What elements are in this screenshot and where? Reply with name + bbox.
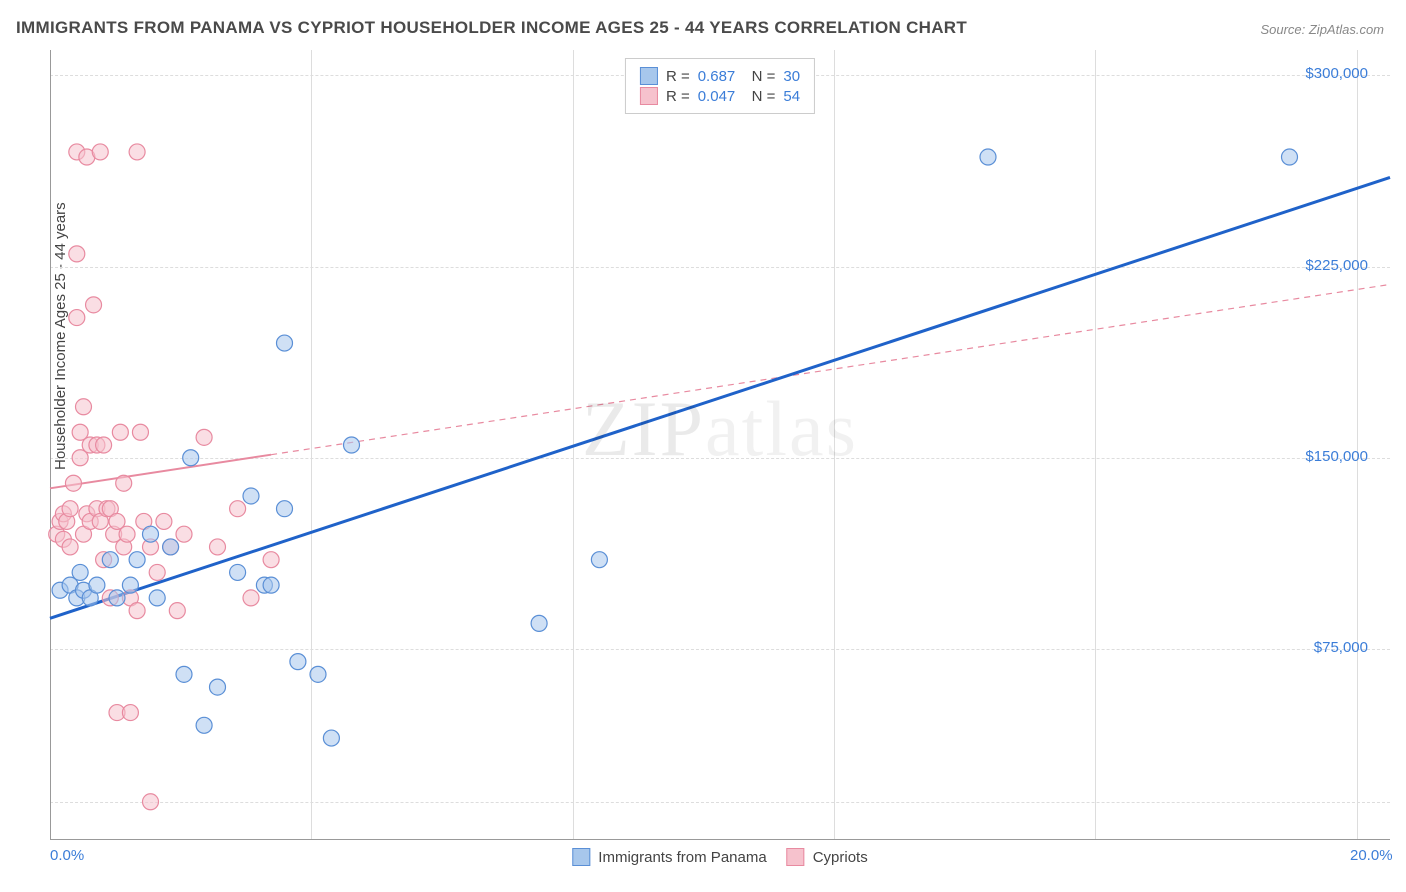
legend-row-1: R = 0.687 N = 30 bbox=[640, 67, 800, 85]
legend-r-label-2: R = bbox=[666, 88, 690, 105]
legend-n-label-1: N = bbox=[743, 68, 775, 85]
chart-title: IMMIGRANTS FROM PANAMA VS CYPRIOT HOUSEH… bbox=[16, 18, 967, 38]
series-swatch-1 bbox=[572, 848, 590, 866]
x-tick-label: 20.0% bbox=[1350, 847, 1393, 864]
y-tick-label: $150,000 bbox=[1305, 448, 1368, 465]
scatter-svg bbox=[50, 50, 1390, 840]
legend-n-label-2: N = bbox=[743, 88, 775, 105]
series-legend-item-2: Cypriots bbox=[787, 848, 868, 866]
legend-r-value-1: 0.687 bbox=[698, 68, 736, 85]
legend-row-2: R = 0.047 N = 54 bbox=[640, 87, 800, 105]
series-swatch-2 bbox=[787, 848, 805, 866]
series-name-2: Cypriots bbox=[813, 849, 868, 866]
y-tick-label: $225,000 bbox=[1305, 257, 1368, 274]
correlation-legend: R = 0.687 N = 30 R = 0.047 N = 54 bbox=[625, 58, 815, 114]
y-tick-label: $75,000 bbox=[1314, 639, 1368, 656]
x-tick-label: 0.0% bbox=[50, 847, 84, 864]
chart-plot-area: Householder Income Ages 25 - 44 years R … bbox=[50, 50, 1390, 840]
series-legend-item-1: Immigrants from Panama bbox=[572, 848, 766, 866]
legend-r-label-1: R = bbox=[666, 68, 690, 85]
legend-n-value-1: 30 bbox=[783, 68, 800, 85]
y-tick-label: $300,000 bbox=[1305, 65, 1368, 82]
legend-r-value-2: 0.047 bbox=[698, 88, 736, 105]
legend-swatch-1 bbox=[640, 67, 658, 85]
legend-swatch-2 bbox=[640, 87, 658, 105]
series-legend: Immigrants from Panama Cypriots bbox=[572, 848, 867, 866]
legend-n-value-2: 54 bbox=[783, 88, 800, 105]
source-attribution: Source: ZipAtlas.com bbox=[1260, 22, 1384, 37]
series-name-1: Immigrants from Panama bbox=[598, 849, 766, 866]
